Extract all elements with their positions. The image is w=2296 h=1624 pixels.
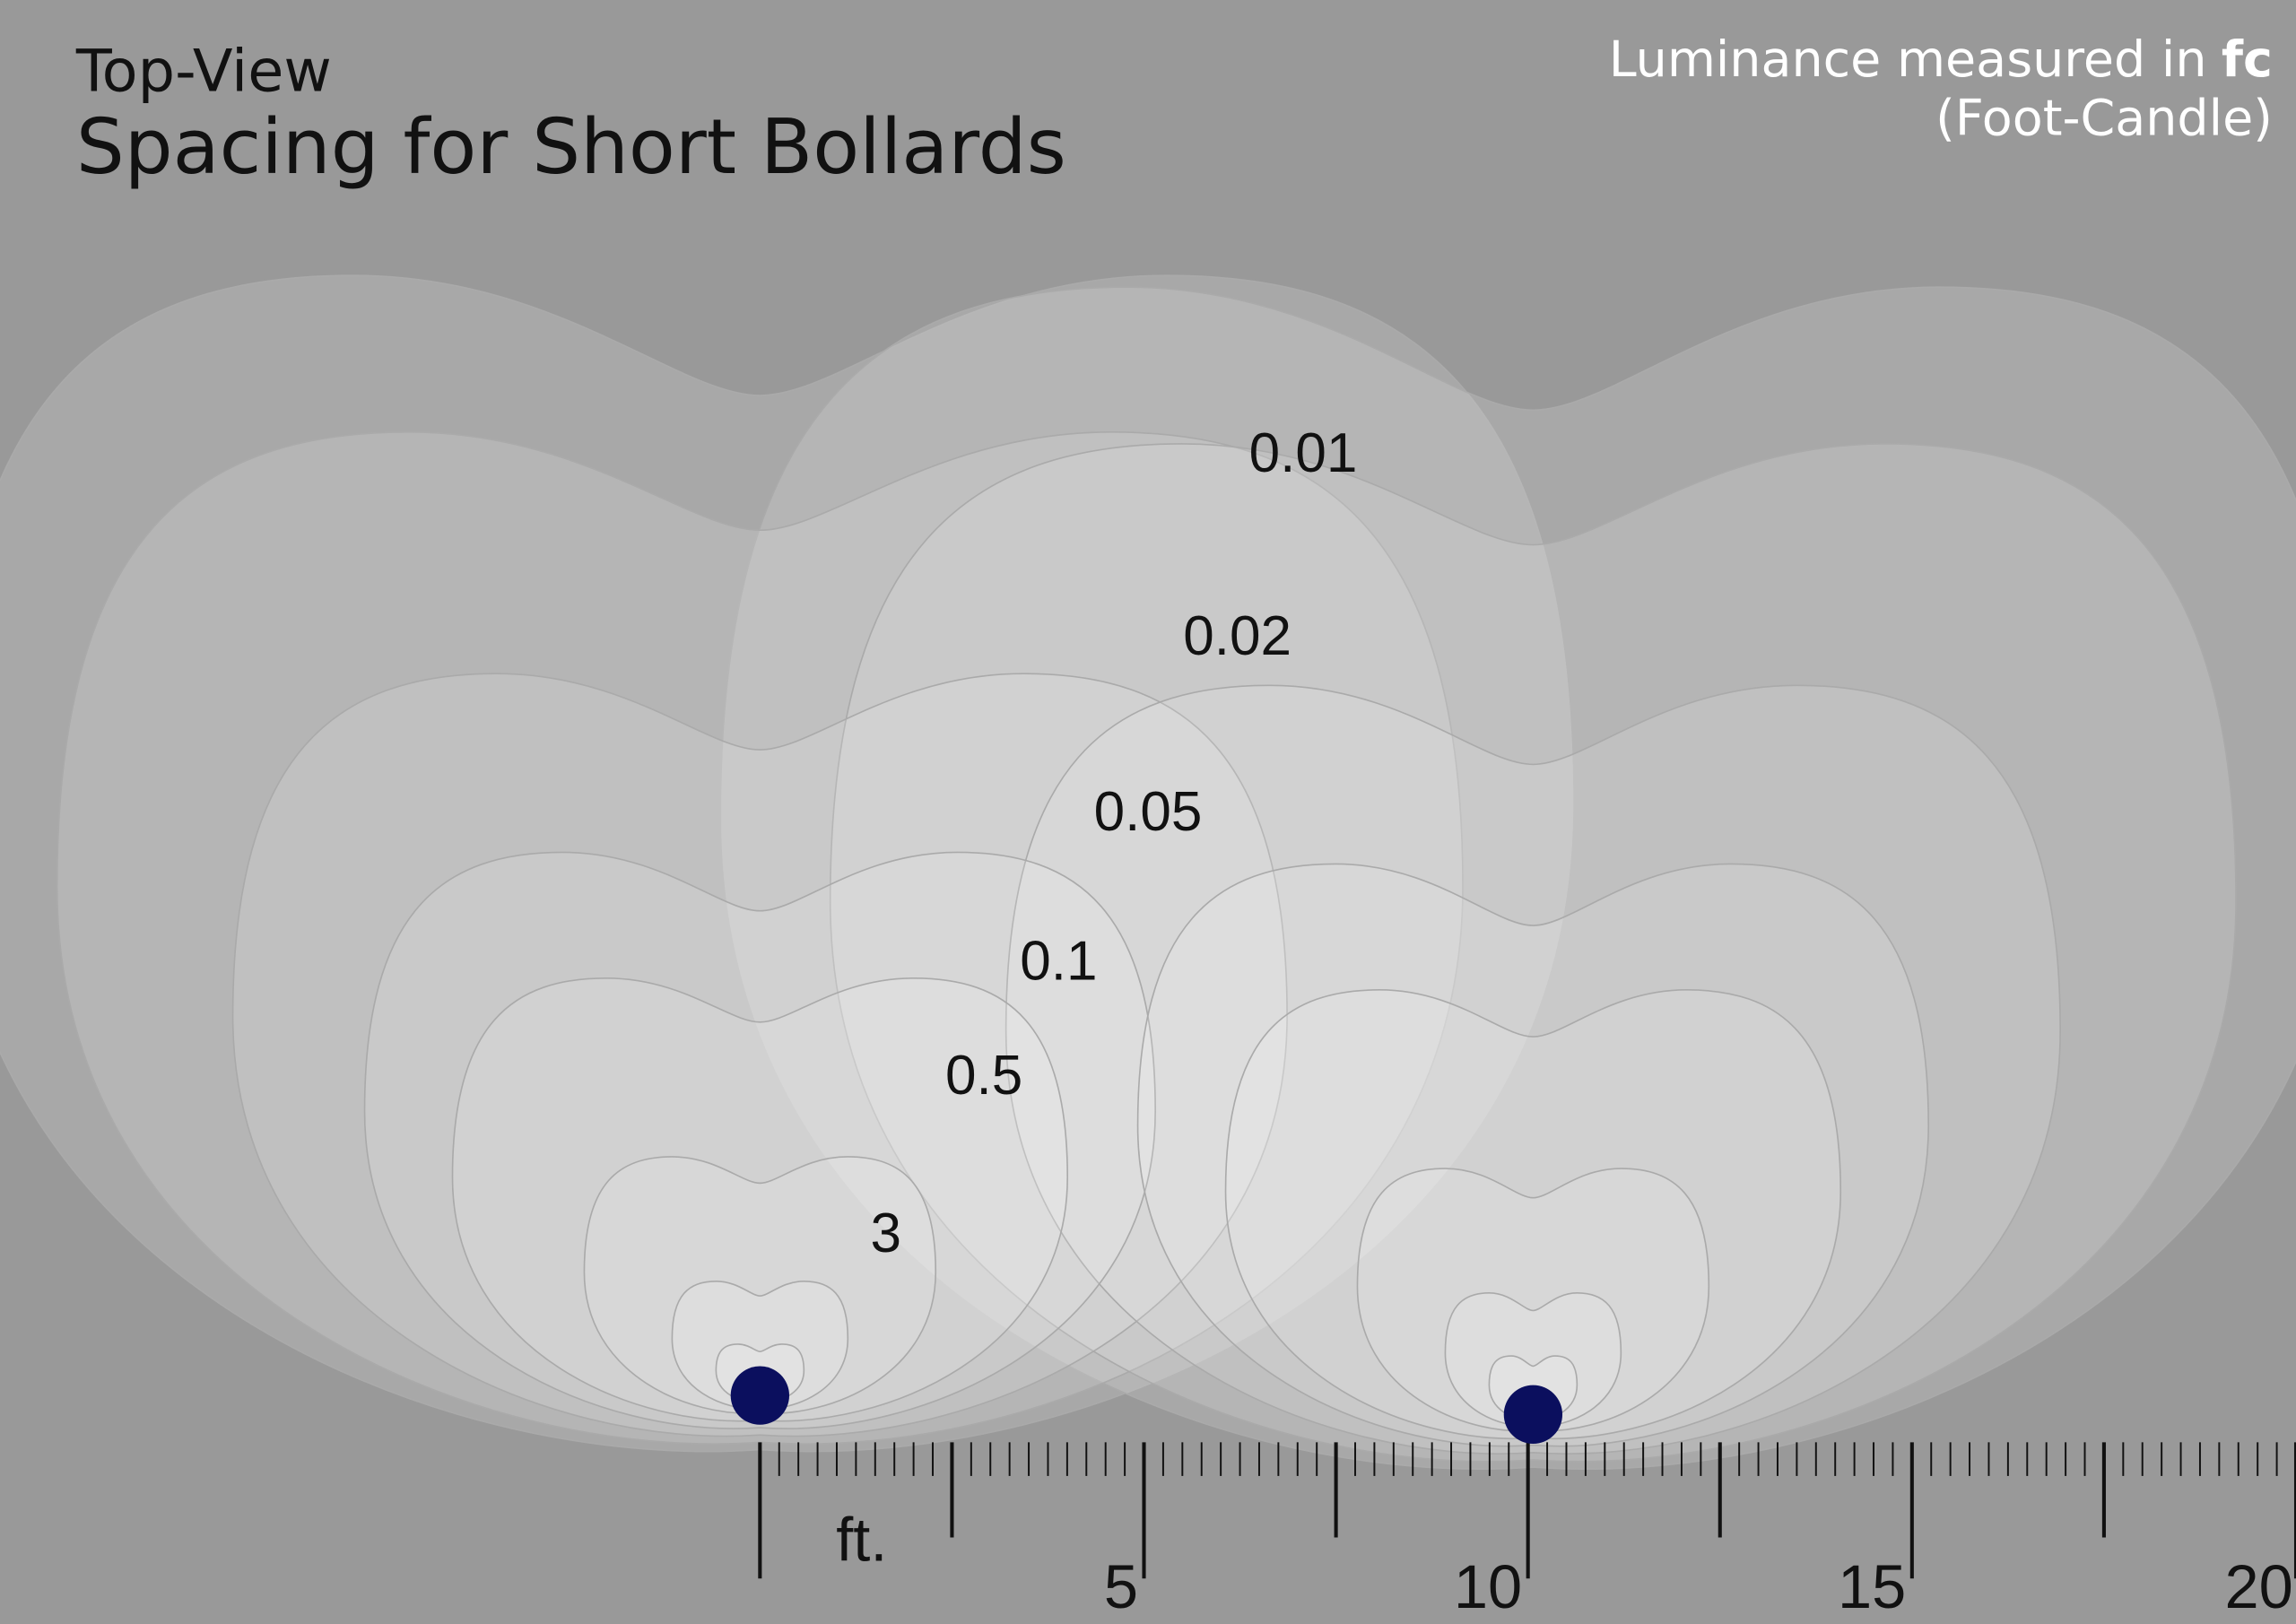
contour-label: 0.01 bbox=[1249, 422, 1358, 484]
note-text: Luminance measured in bbox=[1609, 30, 2207, 89]
contour-label: 0.1 bbox=[1020, 930, 1097, 992]
bollard bbox=[1503, 1385, 1563, 1444]
contour-label: 3 bbox=[871, 1203, 902, 1264]
ruler-unit: ft. bbox=[836, 1506, 887, 1575]
note-line: (Foot-Candle) bbox=[1935, 89, 2273, 147]
contour bbox=[1136, 863, 1930, 1447]
contour bbox=[1004, 684, 2061, 1455]
contour bbox=[829, 443, 2237, 1463]
contour-label: 0.05 bbox=[1094, 781, 1203, 843]
contour bbox=[1356, 1168, 1710, 1432]
ruler-label: 5 bbox=[1104, 1552, 1138, 1621]
contour bbox=[1444, 1292, 1622, 1428]
title: Spacing for Short Bollards bbox=[76, 103, 1066, 192]
contour bbox=[56, 431, 1464, 1445]
contour bbox=[719, 286, 2296, 1470]
contour bbox=[1224, 989, 1842, 1440]
contour-label: 0.02 bbox=[1183, 605, 1292, 667]
note-unit: fc bbox=[2222, 30, 2273, 89]
ruler-label: 15 bbox=[1838, 1552, 1906, 1621]
contour bbox=[451, 977, 1069, 1422]
note-line: Luminance measured in fc bbox=[1609, 30, 2273, 89]
subtitle: Top-View bbox=[75, 37, 332, 105]
bollard bbox=[730, 1366, 789, 1425]
ruler: ft. 5 10 15 20 bbox=[758, 1442, 2296, 1621]
contour-label: 0.5 bbox=[945, 1045, 1022, 1107]
contour-labels: 0.01 0.02 0.05 0.1 0.5 3 bbox=[871, 422, 1358, 1264]
ruler-label: 20 bbox=[2224, 1552, 2292, 1621]
contour bbox=[0, 274, 1574, 1453]
ruler-label: 10 bbox=[1454, 1552, 1522, 1621]
contour bbox=[583, 1156, 937, 1414]
contour bbox=[231, 673, 1288, 1437]
contour bbox=[363, 851, 1156, 1429]
contours bbox=[0, 274, 2296, 1470]
